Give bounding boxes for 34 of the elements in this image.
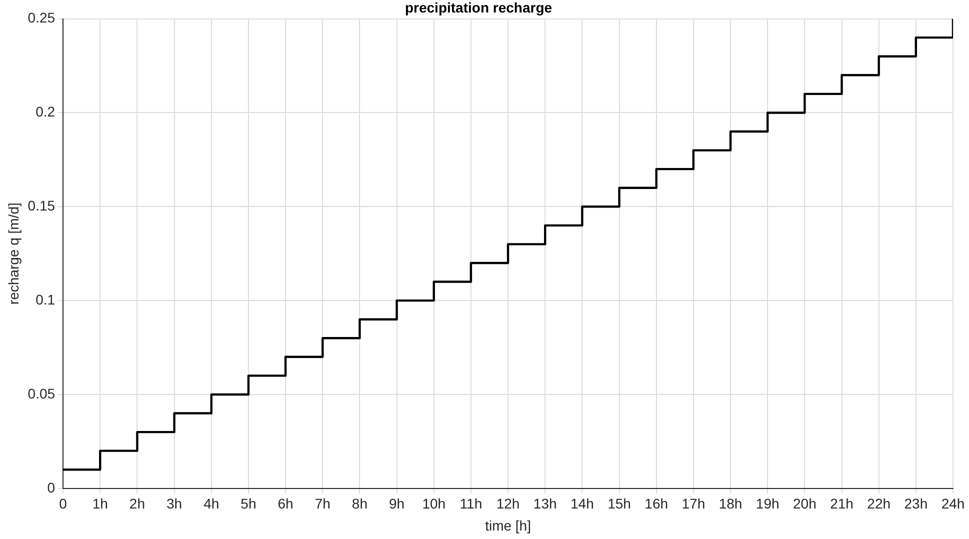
x-tick-label: 9h (388, 496, 405, 512)
x-tick-label: 7h (314, 496, 330, 512)
x-tick-label: 18h (718, 496, 742, 512)
x-tick-label: 2h (129, 496, 145, 512)
x-tick-label: 14h (570, 496, 594, 512)
y-tick-label: 0.1 (36, 291, 56, 308)
x-tick-label: 20h (792, 496, 816, 512)
y-tick-label: 0.15 (28, 198, 56, 214)
x-tick-label: 21h (830, 496, 854, 512)
x-tick-label: 12h (496, 496, 520, 512)
x-tick-label: 0 (59, 496, 68, 512)
y-tick-label: 0.25 (28, 10, 56, 26)
x-tick-label: 5h (240, 496, 256, 512)
x-tick-label: 3h (166, 496, 182, 512)
x-tick-label: 13h (533, 496, 557, 512)
y-tick-label: 0 (47, 479, 56, 496)
y-tick-label: 0.05 (28, 385, 56, 402)
x-tick-label: 11h (460, 496, 482, 512)
x-tick-label: 23h (904, 496, 928, 512)
x-tick-label: 16h (644, 496, 668, 512)
x-tick-label: 8h (352, 496, 368, 512)
x-tick-label: 19h (756, 496, 780, 512)
x-tick-label: 1h (92, 496, 108, 512)
chart-title: precipitation recharge (404, 0, 552, 16)
x-tick-label: 17h (682, 496, 706, 512)
y-tick-label: 0.2 (36, 104, 56, 120)
x-tick-label: 24h (941, 496, 965, 512)
x-axis-title: time [h] (485, 517, 531, 534)
x-tick-label: 15h (608, 496, 631, 512)
x-tick-label: 10h (422, 496, 446, 512)
x-tick-label: 6h (278, 496, 294, 512)
x-tick-label: 4h (204, 496, 220, 512)
y-axis-title: recharge q [m/d] (5, 202, 22, 305)
x-tick-label: 22h (867, 496, 891, 512)
